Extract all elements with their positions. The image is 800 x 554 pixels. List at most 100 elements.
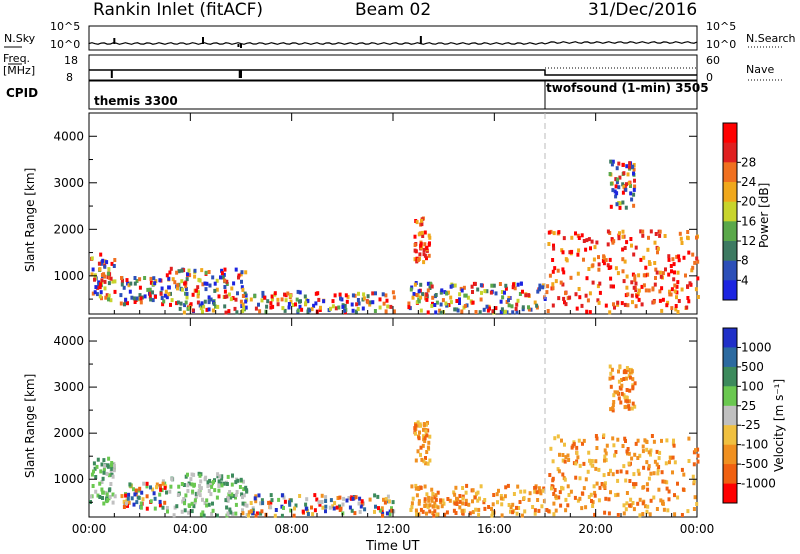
velocity-cell [106, 463, 110, 468]
power-cell [353, 293, 357, 298]
power-cell [207, 270, 211, 274]
power-cell [422, 260, 426, 265]
velocity-cell [430, 487, 434, 492]
velocity-cell [241, 501, 245, 506]
velocity-cell [321, 505, 325, 510]
power-cell [592, 257, 596, 262]
power-cell [242, 305, 246, 310]
velocity-cell [624, 376, 628, 381]
velocity-cell [634, 441, 638, 446]
velocity-cell [552, 512, 556, 517]
power-cell [243, 291, 247, 296]
velocity-cell [254, 513, 258, 518]
velocity-cell [182, 497, 186, 501]
velocity-cell [423, 436, 427, 441]
velocity-cell [110, 466, 114, 471]
velocity-cell [645, 440, 649, 444]
power-cell [677, 254, 681, 259]
velocity-cell [612, 393, 616, 398]
power-cell [623, 302, 627, 307]
power-cell [298, 299, 301, 304]
velocity-cell [615, 469, 619, 474]
power-cell [676, 270, 680, 275]
velocity-cell [630, 456, 634, 461]
power-cell [148, 291, 152, 296]
power-cell [483, 289, 487, 294]
power-cell [236, 291, 239, 296]
power-cell [207, 295, 211, 300]
velocity-cell [320, 500, 324, 504]
velocity-cell [627, 399, 631, 404]
velocity-cell [647, 464, 651, 469]
velocity-cell [693, 495, 697, 500]
nsky-tick-bottom: 10^0 [50, 38, 81, 51]
velocity-cell [657, 487, 661, 492]
power-cell [427, 253, 431, 258]
power-cell [205, 281, 209, 286]
power-cell [667, 272, 671, 277]
velocity-cell [194, 494, 198, 499]
power-cell [541, 285, 545, 290]
power-cell [338, 292, 342, 297]
power-cell [378, 305, 382, 310]
velocity-cell [627, 451, 631, 456]
power-cell [413, 257, 417, 262]
power-cell [621, 182, 625, 187]
power-cell [196, 285, 200, 290]
velocity-cell [409, 507, 413, 512]
velocity-cell [423, 504, 427, 508]
velocity-cell [254, 494, 258, 499]
power-cell [120, 282, 124, 287]
power-cell [696, 276, 700, 281]
power-cell [129, 281, 133, 286]
velocity-cell [158, 503, 162, 508]
velocity-cell [280, 504, 284, 509]
power-cell [286, 291, 290, 296]
velocity-cell [207, 489, 211, 493]
velocity-colorbar-segment [723, 328, 737, 348]
velocity-cell [306, 509, 309, 513]
velocity-cell [251, 511, 255, 515]
velocity-cell [625, 395, 629, 400]
power-cell [201, 309, 204, 314]
power-cell [576, 271, 580, 276]
power-cell [551, 303, 555, 308]
velocity-cell [442, 501, 446, 506]
power-cell [167, 285, 171, 290]
velocity-cell [386, 494, 390, 499]
velocity-cell [376, 494, 380, 499]
velocity-cell [540, 504, 544, 509]
power-cell [608, 310, 612, 315]
power-cell [428, 241, 431, 246]
power-cell [634, 288, 638, 293]
power-cell [666, 300, 670, 305]
velocity-cell [428, 434, 432, 439]
velocity-cell [294, 503, 298, 508]
power-cell [673, 283, 677, 288]
velocity-cell [471, 499, 474, 504]
velocity-cell [609, 407, 613, 412]
velocity-cell [373, 509, 376, 514]
power-cell [276, 297, 280, 302]
power-cell [630, 280, 634, 285]
velocity-cell [410, 501, 414, 506]
power-cell [138, 285, 142, 290]
nsky-tick-top: 10^5 [50, 20, 81, 33]
velocity-cell [581, 441, 584, 446]
power-cell [621, 162, 625, 167]
power-cell [221, 275, 225, 280]
power-cell [604, 303, 608, 308]
velocity-cell [452, 490, 456, 495]
velocity-cell [135, 500, 139, 505]
power-cell [207, 307, 211, 312]
power-cell [109, 276, 113, 281]
power-cell [295, 297, 299, 302]
power-cell [111, 279, 115, 284]
velocity-cell [358, 509, 362, 514]
velocity-cell [641, 485, 645, 490]
power-cell [298, 304, 302, 309]
velocity-cell [196, 491, 200, 496]
velocity-cell [531, 505, 535, 509]
velocity-cell [618, 365, 622, 370]
power-cell [574, 292, 578, 297]
